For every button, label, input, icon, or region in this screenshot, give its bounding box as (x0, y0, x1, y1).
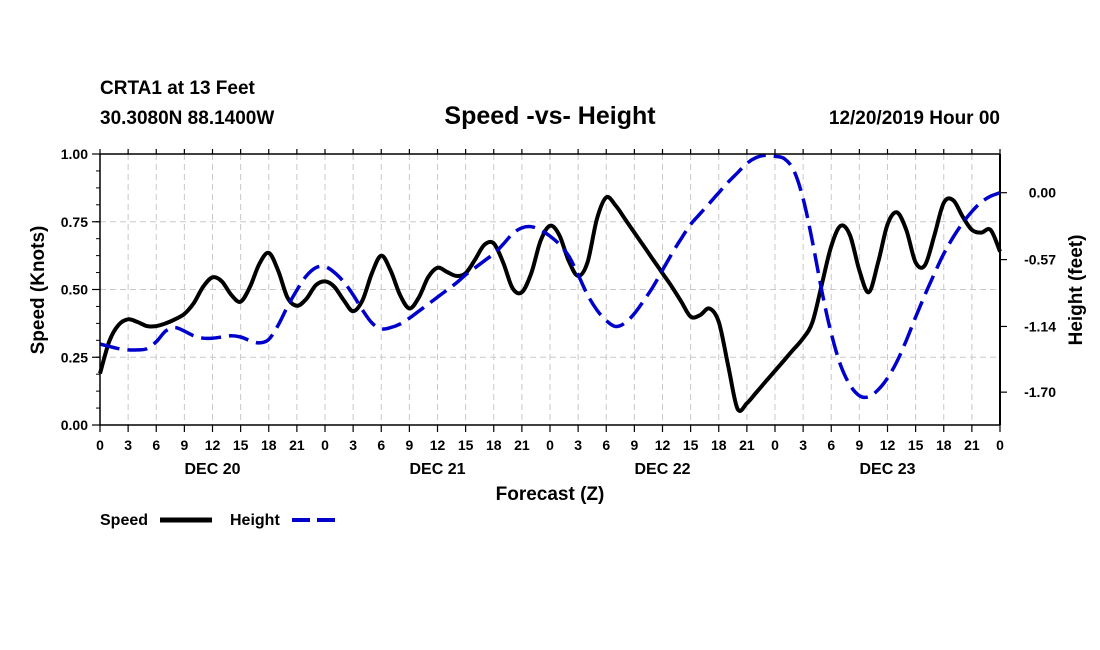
y-tick-label: 0.00 (61, 417, 88, 433)
x-tick-label: 18 (486, 437, 502, 453)
x-tick-label: 3 (124, 437, 132, 453)
x-tick-label: 15 (458, 437, 474, 453)
x-tick-label: 6 (377, 437, 385, 453)
x-tick-label: 6 (152, 437, 160, 453)
day-label: DEC 23 (859, 461, 915, 478)
chart-title: Speed -vs- Height (444, 102, 656, 130)
y-tick-label: 0.25 (61, 349, 88, 365)
x-tick-label: 3 (349, 437, 357, 453)
x-tick-label: 18 (711, 437, 727, 453)
x-tick-label: 0 (996, 437, 1004, 453)
x-tick-label: 21 (739, 437, 755, 453)
legend: Speed Height (100, 512, 342, 529)
series-layer (98, 153, 1002, 413)
y-tick-label: 0.75 (61, 214, 88, 230)
x-tick-label: 6 (602, 437, 610, 453)
y2-tick-label: 0.00 (1029, 185, 1056, 201)
x-tick-label: 9 (630, 437, 638, 453)
coordinates-label: 30.3080N 88.1400W (100, 108, 274, 129)
x-tick-label: 0 (321, 437, 329, 453)
x-tick-label: 21 (514, 437, 530, 453)
axes: 0 3 6 9 12 15 18 21 0 3 6 9 12 15 18 21 0 3 6 9 12 15 18 21 0 3 6 9… (61, 146, 1056, 478)
day-label: DEC 21 (409, 461, 465, 478)
x-tick-label: 15 (908, 437, 924, 453)
day-label: DEC 22 (634, 461, 690, 478)
x-tick-label: 12 (205, 437, 221, 453)
run-time-label: 12/20/2019 Hour 00 (829, 108, 1000, 129)
x-tick-label: 12 (430, 437, 446, 453)
x-tick-label: 18 (261, 437, 277, 453)
y-tick-label: 1.00 (61, 146, 88, 162)
x-tick-label: 0 (96, 437, 104, 453)
x-tick-label: 9 (405, 437, 413, 453)
y2-tick-label: -1.14 (1024, 318, 1056, 334)
x-tick-label: 0 (771, 437, 779, 453)
x-tick-label: 12 (880, 437, 896, 453)
x-tick-label: 21 (964, 437, 980, 453)
y2-axis-title: Height (feet) (1066, 235, 1087, 346)
x-tick-label: 0 (546, 437, 554, 453)
x-tick-label: 9 (855, 437, 863, 453)
x-tick-label: 21 (289, 437, 305, 453)
y2-tick-label: -0.57 (1024, 252, 1056, 268)
day-label: DEC 20 (184, 461, 240, 478)
x-tick-label: 3 (574, 437, 582, 453)
x-tick-label: 18 (936, 437, 952, 453)
legend-height-label: Height (230, 512, 280, 529)
y-tick-label: 0.50 (61, 282, 88, 298)
x-tick-label: 15 (683, 437, 699, 453)
grid (100, 154, 1000, 425)
y2-tick-label: -1.70 (1024, 384, 1056, 400)
station-label: CRTA1 at 13 Feet (100, 78, 256, 99)
x-tick-label: 15 (233, 437, 249, 453)
x-tick-label: 3 (799, 437, 807, 453)
height-series-line (99, 153, 1001, 400)
x-tick-label: 9 (180, 437, 188, 453)
y-axis-title: Speed (Knots) (28, 226, 49, 355)
speed-series-line (98, 194, 1002, 413)
x-tick-label: 12 (655, 437, 671, 453)
x-tick-label: 6 (827, 437, 835, 453)
x-axis-title: Forecast (Z) (496, 484, 605, 505)
legend-speed-label: Speed (100, 512, 148, 529)
